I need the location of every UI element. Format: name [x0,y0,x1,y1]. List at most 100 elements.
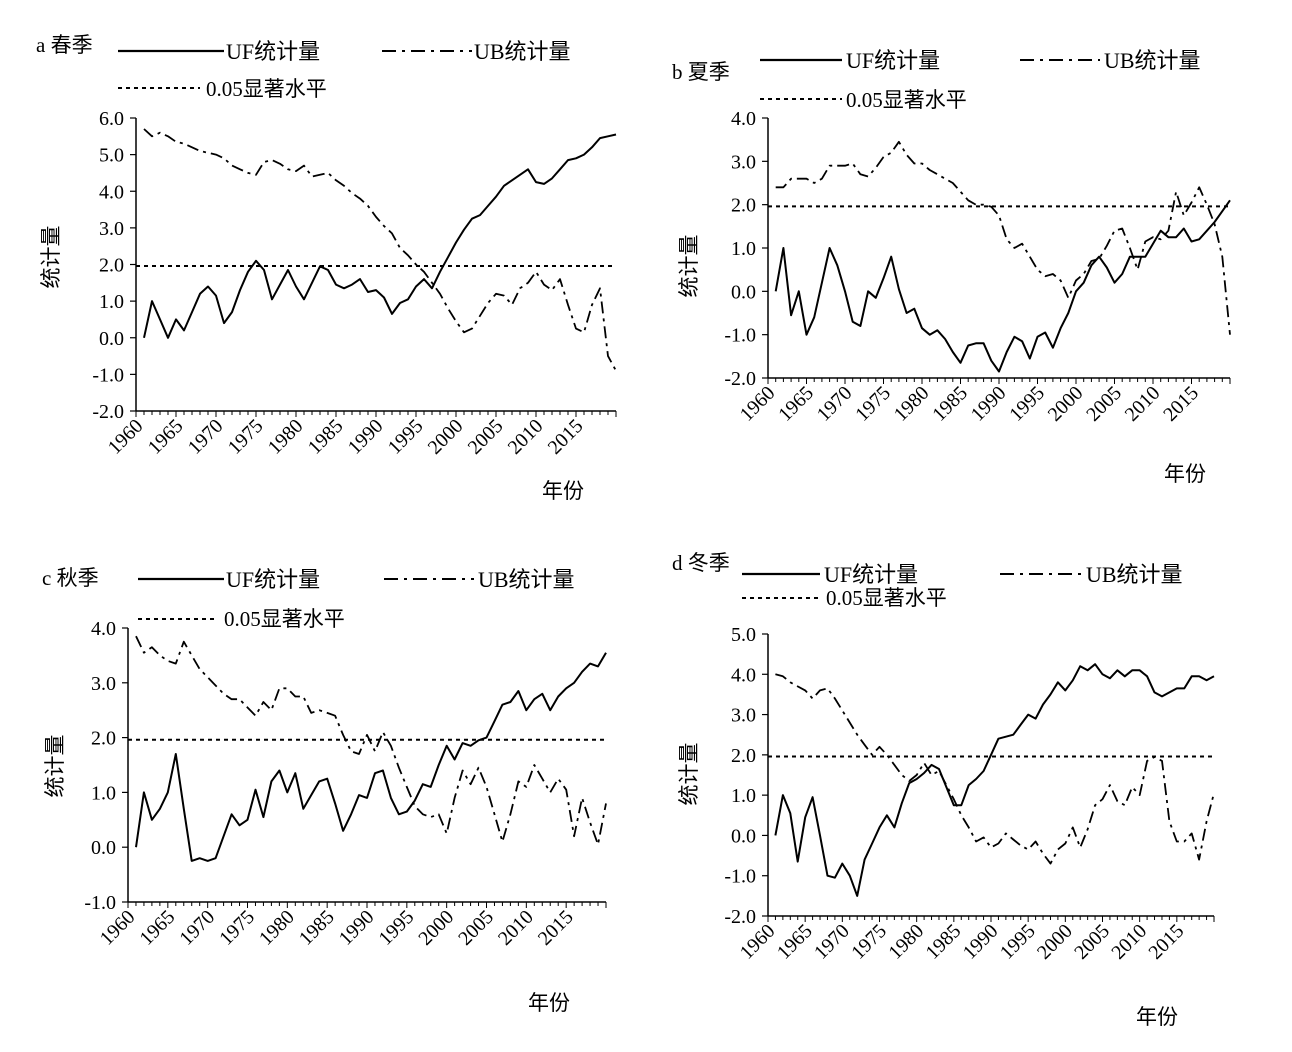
x-tick-label: 1975 [851,382,895,426]
x-tick-label: 2005 [1082,382,1126,426]
y-tick-label: -1.0 [724,866,756,888]
x-tick-label: 1995 [996,920,1040,964]
uf-series-line [135,652,607,862]
x-tick-label: 1985 [304,415,348,459]
legend-uf-label: UF统计量 [226,39,320,64]
y-tick-label: 5.0 [731,624,756,646]
legend-sig-label: 0.05显著水平 [206,77,327,101]
y-tick-label: 2.0 [731,745,756,767]
legend-sig-label: 0.05显著水平 [224,607,345,631]
x-axis-title: 年份 [1136,1005,1178,1029]
y-tick-label: 0.0 [731,281,756,303]
x-tick-label: 1975 [847,920,891,964]
uf-series-line [774,199,1231,373]
y-tick-label: 0.0 [99,328,124,350]
x-tick-label: 1985 [295,906,339,950]
x-tick-label: 1995 [375,906,419,950]
x-tick-label: 1970 [175,906,219,950]
y-tick-label: 1.0 [731,785,756,807]
y-tick-label: 4.0 [91,618,116,640]
x-tick-label: 1990 [344,415,388,459]
x-tick-label: 1980 [890,382,934,426]
x-tick-label: 2005 [464,415,508,459]
x-axis-title: 年份 [1164,462,1206,486]
y-tick-label: -1.0 [92,364,124,386]
plot-area: 6.05.04.03.02.01.00.0-1.0-2.019601965197… [92,108,617,459]
y-tick-label: 3.0 [731,151,756,173]
x-tick-label: 1985 [922,920,966,964]
x-tick-label: 1965 [144,415,188,459]
x-tick-label: 2015 [534,906,578,950]
plot-area: 5.04.03.02.01.00.0-1.0-2.019601965197019… [724,624,1215,964]
y-tick-label: 6.0 [99,108,124,130]
y-tick-label: 1.0 [91,782,116,804]
y-tick-label: 2.0 [731,195,756,217]
y-tick-label: 3.0 [91,673,116,695]
y-tick-label: -1.0 [724,325,756,347]
x-axis-title: 年份 [542,479,584,503]
legend-ub-label: UB统计量 [474,39,571,64]
x-tick-label: 1980 [255,906,299,950]
y-tick-label: 1.0 [731,238,756,260]
x-tick-label: 1995 [384,415,428,459]
y-axis-title: 统计量 [43,735,67,798]
uf-series-line [774,663,1215,897]
y-tick-label: 3.0 [731,705,756,727]
y-tick-label: -2.0 [724,368,756,390]
y-tick-label: -2.0 [724,906,756,928]
legend-ub-label: UB统计量 [478,567,575,592]
y-axis-title: 统计量 [39,226,63,289]
panel-title: c 秋季 [42,566,99,590]
ub-series-line [143,128,617,372]
x-tick-label: 1980 [264,415,308,459]
uf-series-line [143,133,617,339]
y-axis-title: 统计量 [677,743,701,806]
panel-title: a 春季 [36,33,93,57]
y-tick-label: 4.0 [731,664,756,686]
x-tick-label: 1975 [224,415,268,459]
x-tick-label: 1990 [967,382,1011,426]
x-tick-label: 2000 [424,415,468,459]
x-tick-label: 1965 [773,920,817,964]
y-tick-label: -1.0 [84,892,116,914]
panel-title: d 冬季 [672,551,730,575]
x-tick-label: 2000 [1033,920,1077,964]
x-tick-label: 2015 [544,415,588,459]
y-tick-label: 3.0 [99,218,124,240]
panel-title: b 夏季 [672,60,730,84]
panel-a: a 春季 UF统计量 UB统计量 0.05显著水平 统计量 年份 6.0 5.0 4… [36,33,617,503]
ub-series-line [135,635,607,846]
x-tick-label: 2015 [1145,920,1189,964]
x-tick-label: 2005 [1070,920,1114,964]
x-tick-label: 1970 [813,382,857,426]
y-tick-label: 4.0 [731,108,756,130]
ub-series-line [775,140,1231,335]
x-tick-label: 2000 [414,906,458,950]
x-tick-label: 1980 [884,920,928,964]
x-tick-label: 1970 [184,415,228,459]
x-tick-label: 2010 [494,906,538,950]
x-tick-label: 1990 [335,906,379,950]
y-tick-label: 5.0 [99,145,124,167]
legend-sig-label: 0.05显著水平 [846,88,967,112]
x-tick-label: 1985 [928,382,972,426]
x-tick-label: 1975 [215,906,259,950]
plot-area: 4.03.02.01.00.0-1.0-2.019601965197019751… [724,108,1231,426]
y-tick-label: 2.0 [99,255,124,277]
y-tick-label: -2.0 [92,401,124,423]
x-tick-label: 2015 [1159,382,1203,426]
x-tick-label: 2010 [504,415,548,459]
legend-ub-label: UB统计量 [1086,562,1183,587]
x-tick-label: 1965 [136,906,180,950]
legend-uf-label: UF统计量 [226,567,320,592]
legend-ub-label: UB统计量 [1104,48,1201,73]
x-tick-label: 2000 [1044,382,1088,426]
x-tick-label: 1995 [1005,382,1049,426]
x-tick-label: 1965 [774,382,818,426]
y-tick-label: 0.0 [731,825,756,847]
panel-b: b 夏季 UF统计量 UB统计量 0.05显著水平 统计量 年份 4.0 3.0 2… [672,48,1231,486]
plot-area: 4.03.02.01.00.0-1.0196019651970197519801… [84,618,607,950]
x-tick-label: 1990 [959,920,1003,964]
x-tick-label: 2010 [1107,920,1151,964]
